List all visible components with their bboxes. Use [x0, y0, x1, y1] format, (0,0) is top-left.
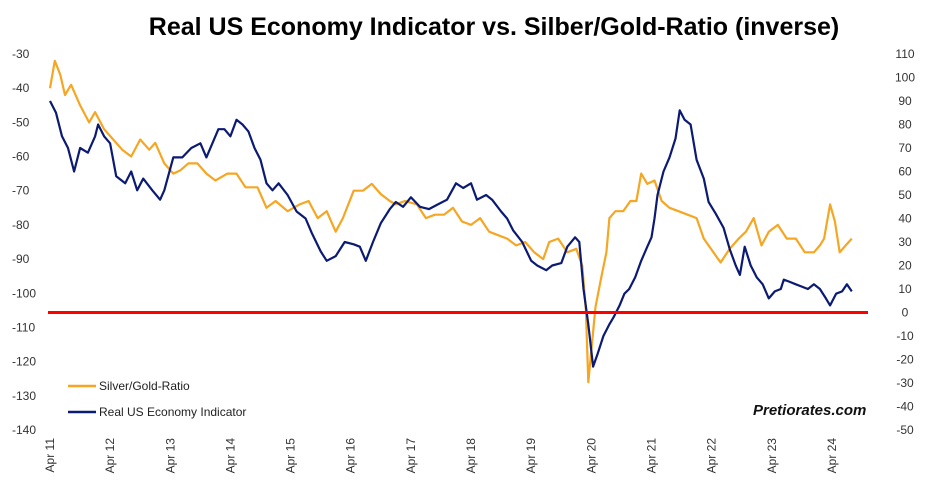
y-left-tick-label: -40: [12, 81, 30, 95]
x-tick-label: Apr 16: [344, 438, 358, 474]
y-axis-left: -30 -40 -50 -60 -70 -80 -90 -100 -110 -120 -130 -14…: [12, 47, 36, 437]
y-left-tick-label: -70: [12, 184, 30, 198]
y-left-tick-label: -110: [12, 320, 35, 334]
y-left-tick-label: -100: [12, 286, 36, 300]
x-tick-label: Apr 11: [43, 438, 57, 473]
y-right-tick-label: 40: [898, 212, 912, 226]
y-left-tick-label: -90: [12, 252, 30, 266]
y-right-tick-label: -10: [896, 329, 914, 343]
y-right-tick-label: -30: [896, 376, 914, 390]
x-axis: Apr 11 Apr 12 Apr 13 Apr 14 Apr 15 Apr 16 Apr …: [43, 438, 839, 474]
y-right-tick-label: 100: [895, 71, 915, 85]
y-right-tick-label: -50: [896, 423, 914, 437]
y-left-tick-label: -120: [12, 355, 36, 369]
legend-label: Silver/Gold-Ratio: [99, 379, 190, 393]
x-tick-label: Apr 19: [524, 438, 538, 474]
x-tick-label: Apr 23: [765, 438, 779, 474]
legend: Silver/Gold-Ratio Real US Economy Indicat…: [68, 379, 246, 419]
legend-label: Real US Economy Indicator: [99, 405, 246, 419]
y-right-tick-label: 110: [895, 47, 914, 61]
y-right-tick-label: 90: [898, 94, 912, 108]
x-tick-label: Apr 17: [404, 438, 418, 474]
brand-watermark: Pretiorates.com: [753, 402, 866, 419]
series-line-silver-gold-ratio: [48, 59, 853, 384]
y-right-tick-label: 80: [898, 118, 912, 132]
x-tick-label: Apr 14: [223, 438, 237, 474]
y-left-tick-label: -140: [12, 423, 36, 437]
y-right-tick-label: 50: [898, 188, 912, 202]
x-tick-label: Apr 15: [284, 438, 298, 474]
x-tick-label: Apr 22: [705, 438, 719, 474]
y-right-tick-label: 20: [898, 259, 912, 273]
y-right-tick-label: -20: [896, 353, 914, 367]
x-tick-label: Apr 21: [644, 438, 658, 474]
y-right-tick-label: 0: [902, 306, 909, 320]
y-left-tick-label: -60: [12, 150, 30, 164]
y-right-tick-label: 60: [898, 165, 912, 179]
y-right-tick-label: 30: [898, 235, 912, 249]
y-left-tick-label: -130: [12, 389, 36, 403]
series-line-real-us-economy-indicator: [49, 100, 853, 368]
y-left-tick-label: -30: [12, 47, 30, 61]
plot-area: [48, 59, 868, 384]
x-tick-label: Apr 20: [584, 438, 598, 474]
chart-title: Real US Economy Indicator vs. Silber/Gol…: [149, 13, 839, 41]
y-left-tick-label: -50: [12, 115, 30, 129]
y-left-tick-label: -80: [12, 218, 30, 232]
y-right-tick-label: 10: [898, 282, 912, 296]
x-tick-label: Apr 12: [103, 438, 117, 474]
y-right-tick-label: 70: [898, 141, 912, 155]
x-tick-label: Apr 13: [163, 438, 177, 474]
y-right-tick-label: -40: [896, 400, 914, 414]
x-tick-label: Apr 24: [825, 438, 839, 474]
x-tick-label: Apr 18: [464, 438, 478, 474]
